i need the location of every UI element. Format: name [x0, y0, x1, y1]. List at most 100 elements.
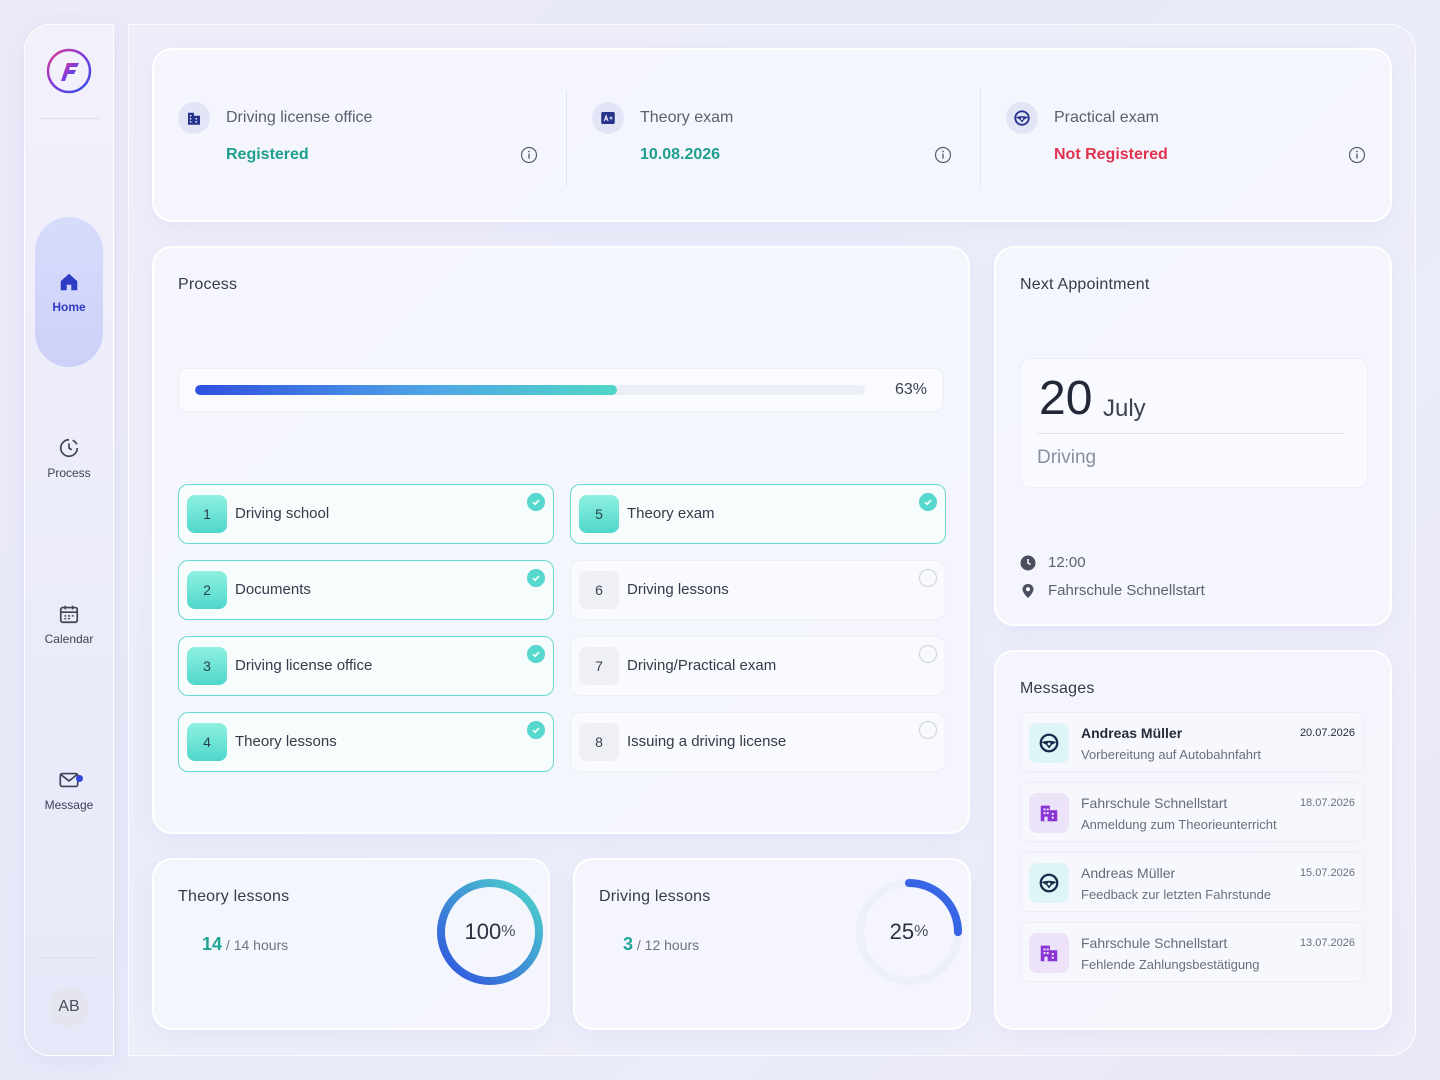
ring-label: 100% — [432, 874, 548, 990]
building-icon — [1029, 793, 1069, 833]
ring-percent-sign: % — [914, 923, 929, 940]
ring-percent-sign: % — [501, 923, 516, 940]
progress-fill — [195, 385, 618, 395]
nav-process[interactable]: Process — [35, 383, 103, 533]
progress-track — [195, 385, 865, 395]
progress-ring: 25% — [851, 874, 967, 990]
message-sender: Fahrschule Schnellstart — [1081, 795, 1228, 811]
card-title: Next Appointment — [1020, 276, 1150, 293]
step-number: 4 — [187, 723, 227, 761]
card-title: Driving lessons — [599, 888, 711, 905]
status-value: 10.08.2026 — [640, 146, 721, 163]
theory-lessons-card: Theory lessons 14 / 14 hours 100% — [152, 858, 550, 1030]
message-preview: Feedback zur letzten Fahrstunde — [1081, 887, 1272, 902]
avatar[interactable]: AB — [49, 987, 89, 1027]
appointment-time: 12:00 — [1020, 554, 1086, 571]
nav-home-label: Home — [52, 299, 86, 314]
message-item[interactable]: Andreas Müller 15.07.2026 Feedback zur let… — [1020, 852, 1364, 912]
status-label: Driving license office — [226, 109, 373, 126]
ring-arc — [856, 879, 962, 985]
message-sender: Fahrschule Schnellstart — [1081, 935, 1228, 951]
lesson-hours: 3 / 12 hours — [623, 934, 699, 955]
empty-circle-icon — [919, 721, 937, 739]
lesson-hours: 14 / 14 hours — [202, 934, 288, 955]
nav-process-label: Process — [47, 465, 91, 480]
step-number: 5 — [579, 495, 619, 533]
process-step[interactable]: 7 Driving/Practical exam — [570, 636, 946, 696]
exam-card-icon — [592, 102, 624, 134]
divider — [566, 90, 567, 186]
message-date: 18.07.2026 — [1299, 797, 1355, 809]
step-number: 6 — [579, 571, 619, 609]
status-driving-license-office: Driving license office Registered — [178, 102, 538, 172]
status-practical-exam: Practical exam Not Registered — [1006, 102, 1366, 172]
check-circle-icon — [919, 493, 937, 511]
status-label: Theory exam — [640, 109, 734, 126]
step-label: Theory lessons — [235, 733, 337, 750]
clock-icon — [1020, 555, 1036, 570]
status-value: Registered — [226, 146, 309, 163]
status-label: Practical exam — [1054, 109, 1159, 126]
appointment-time-text: 12:00 — [1048, 554, 1086, 571]
lesson-hours-total: / 14 hours — [225, 937, 289, 953]
divider — [980, 90, 981, 186]
info-icon[interactable] — [1348, 146, 1366, 164]
check-circle-icon — [527, 645, 545, 663]
progress-bar: 63% — [178, 368, 944, 412]
check-circle-icon — [527, 721, 545, 739]
home-icon — [60, 273, 78, 290]
process-step[interactable]: 1 Driving school — [178, 484, 554, 544]
step-number: 3 — [187, 647, 227, 685]
step-label: Issuing a driving license — [627, 733, 787, 750]
card-title: Messages — [1020, 680, 1095, 697]
ring-label: 25% — [851, 874, 967, 990]
nav-calendar-label: Calendar — [44, 631, 94, 646]
process-step[interactable]: 3 Driving license office — [178, 636, 554, 696]
message-item[interactable]: Fahrschule Schnellstart 13.07.2026 Fehlend… — [1020, 922, 1364, 982]
message-item[interactable]: Andreas Müller 20.07.2026 Vorbereitung auf… — [1020, 712, 1364, 772]
ring-arc — [437, 879, 543, 985]
messages-card: Messages Andreas Müller 20.07.2026 Vorbere… — [994, 650, 1392, 1030]
nav-calendar[interactable]: Calendar — [35, 549, 103, 699]
message-preview: Vorbereitung auf Autobahnfahrt — [1081, 747, 1261, 762]
nav-home[interactable]: Home — [35, 217, 103, 367]
app-logo-icon[interactable] — [45, 47, 93, 95]
building-icon — [178, 102, 210, 134]
step-number: 7 — [579, 647, 619, 685]
sidebar: Home Process Calendar Message AB — [24, 24, 114, 1056]
message-item[interactable]: Fahrschule Schnellstart 18.07.2026 Anmeldu… — [1020, 782, 1364, 842]
step-number: 1 — [187, 495, 227, 533]
logo-divider — [39, 118, 99, 119]
progress-percent: 63% — [894, 381, 927, 398]
lesson-hours-completed: 3 — [623, 934, 634, 954]
step-label: Documents — [235, 581, 311, 598]
appointment-month: July — [1103, 395, 1146, 422]
step-label: Driving/Practical exam — [627, 657, 777, 674]
step-label: Driving school — [235, 505, 330, 522]
process-step[interactable]: 6 Driving lessons — [570, 560, 946, 620]
process-step[interactable]: 8 Issuing a driving license — [570, 712, 946, 772]
notification-dot — [76, 775, 83, 782]
process-step[interactable]: 2 Documents — [178, 560, 554, 620]
appointment-location: Fahrschule Schnellstart — [1020, 582, 1205, 599]
message-preview: Anmeldung zum Theorieunterricht — [1081, 817, 1277, 832]
divider — [1037, 433, 1345, 434]
message-sender: Andreas Müller — [1081, 865, 1176, 881]
status-theory-exam: Theory exam 10.08.2026 — [592, 102, 952, 172]
info-icon[interactable] — [934, 146, 952, 164]
process-icon — [59, 438, 79, 457]
step-label: Driving lessons — [627, 581, 729, 598]
status-value: Not Registered — [1054, 146, 1168, 163]
progress-ring: 100% — [432, 874, 548, 990]
info-icon[interactable] — [520, 146, 538, 164]
appointment-type: Driving — [1037, 447, 1097, 468]
process-step[interactable]: 5 Theory exam — [570, 484, 946, 544]
message-sender: Andreas Müller — [1081, 725, 1183, 741]
nav-message[interactable]: Message — [35, 715, 103, 865]
steering-wheel-icon — [1029, 723, 1069, 763]
appointment-location-text: Fahrschule Schnellstart — [1048, 582, 1205, 599]
steering-wheel-icon — [1006, 102, 1038, 134]
appointment-date-box[interactable]: 20 July Driving — [1020, 358, 1368, 488]
driving-lessons-card: Driving lessons 3 / 12 hours 25% — [573, 858, 971, 1030]
process-step[interactable]: 4 Theory lessons — [178, 712, 554, 772]
